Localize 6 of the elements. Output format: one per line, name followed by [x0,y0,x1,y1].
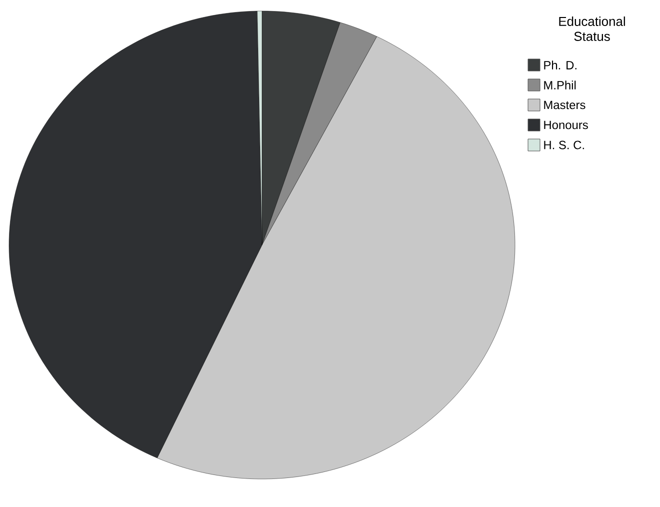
legend-label: Masters [544,100,586,110]
legend-label: Ph. D. [544,60,576,70]
legend-label: Honours [544,120,588,130]
legend-label: H. S. C. [544,140,584,150]
legend-label: M.Phil [544,80,576,90]
legend-title: Educational Status [559,16,625,41]
